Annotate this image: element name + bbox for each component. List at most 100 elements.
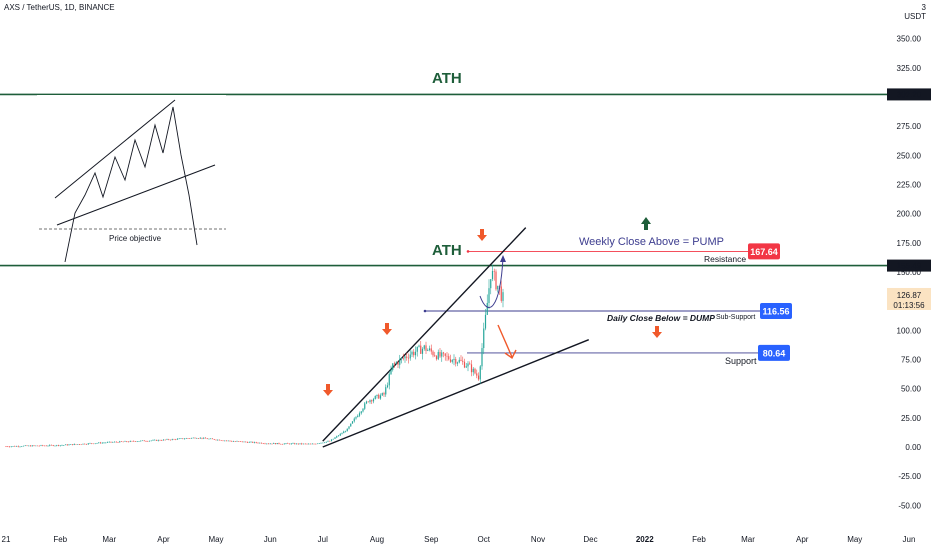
candle-body (479, 366, 481, 380)
candle-body (309, 443, 312, 445)
candle-body (68, 444, 70, 446)
candle-body (12, 446, 14, 447)
candle-body (444, 353, 446, 356)
candle-body (147, 441, 149, 442)
candle-body (332, 438, 334, 440)
candle-body (353, 418, 355, 422)
candle-body (315, 443, 317, 445)
candle-body (145, 441, 147, 442)
candle-body (490, 279, 492, 289)
candle-body (64, 444, 67, 446)
candle-body (274, 443, 277, 445)
candle-body (269, 443, 271, 445)
candle-body (442, 352, 445, 354)
candle-body (295, 443, 298, 445)
candle-body (472, 368, 474, 373)
candle-body (360, 411, 362, 414)
x-tick-label: Apr (796, 535, 809, 544)
candle-body (292, 443, 294, 444)
x-tick-label: Oct (478, 535, 491, 544)
candle-body (187, 438, 189, 439)
last-price-label: 126.87 (897, 291, 922, 300)
ath-label-lower: ATH (432, 242, 462, 259)
support-price-tag-bg (758, 344, 790, 361)
candle-body (465, 366, 467, 368)
candle-body (316, 443, 319, 445)
candle-body (231, 441, 233, 442)
candle-body (299, 443, 301, 445)
candle-body (239, 441, 242, 442)
candle-body (474, 368, 476, 374)
candle-body (430, 348, 432, 352)
candle-body (131, 440, 133, 442)
x-tick-label: Feb (692, 535, 706, 544)
candle-body (15, 446, 18, 447)
x-tick-label: Feb (53, 535, 67, 544)
candle-body (159, 439, 161, 441)
candle-body (502, 292, 504, 301)
candle-body (280, 443, 282, 445)
candle-body (201, 437, 203, 439)
dump-projection (497, 324, 513, 358)
pump-projection-head (500, 255, 506, 262)
price-objective-label: Price objective (109, 234, 162, 243)
x-tick-label: Mar (741, 535, 755, 544)
candle-body (327, 441, 329, 442)
candle-body (113, 441, 116, 443)
trendline-lower (322, 339, 590, 448)
candle-body (290, 443, 292, 445)
price-unit-label: USDT (904, 12, 926, 21)
candle-body (322, 442, 324, 444)
candle-body (10, 446, 12, 448)
candle-body (323, 442, 326, 444)
candle-body (437, 351, 439, 360)
candle-body (427, 349, 429, 351)
candle-body (397, 362, 399, 365)
candle-body (126, 441, 128, 442)
candle-body (190, 437, 193, 439)
candle-body (80, 444, 82, 446)
candle-body (446, 355, 448, 357)
candle-body (413, 351, 415, 356)
candle-body (143, 440, 145, 442)
candle-body (267, 443, 270, 445)
y-tick-label: 25.00 (901, 414, 922, 423)
candle-body (420, 345, 422, 354)
candle-body (119, 441, 121, 443)
candle-body (460, 359, 462, 361)
target-price-tag: 167.64 (750, 247, 778, 257)
candle-body (169, 439, 172, 441)
y-tick-label: 0.00 (905, 443, 921, 452)
candle-body (161, 440, 163, 442)
target-price-tag-bg (748, 243, 780, 260)
candle-body (302, 443, 305, 445)
candle-body (215, 439, 217, 441)
candle-body (350, 423, 352, 427)
candle-body (66, 444, 68, 446)
candle-body (52, 445, 54, 446)
candle-body (29, 445, 32, 447)
candle-body (154, 439, 156, 441)
candle-body (294, 443, 296, 445)
symbol-header: AXS / TetherUS, 1D, BINANCE (4, 3, 115, 12)
candle-body (47, 445, 49, 447)
candle-body (469, 363, 471, 365)
candle-body (192, 437, 194, 439)
candle-body (337, 435, 340, 437)
candle-body (213, 439, 215, 440)
down-arrow-jul-stem (326, 384, 330, 390)
down-arrow-dump (652, 332, 662, 338)
candle-body (99, 442, 102, 444)
x-tick-label: 21 (2, 535, 11, 544)
candle-body (455, 359, 457, 364)
candle-body (456, 362, 459, 364)
daily-close-note: Daily Close Below = DUMP (607, 313, 715, 323)
x-tick-label: Jun (903, 535, 916, 544)
candle-body (355, 417, 357, 419)
candle-body (35, 445, 37, 447)
candle-body (56, 445, 58, 446)
candle-body (346, 428, 348, 432)
candle-body (488, 288, 490, 303)
candle-body (458, 359, 460, 363)
